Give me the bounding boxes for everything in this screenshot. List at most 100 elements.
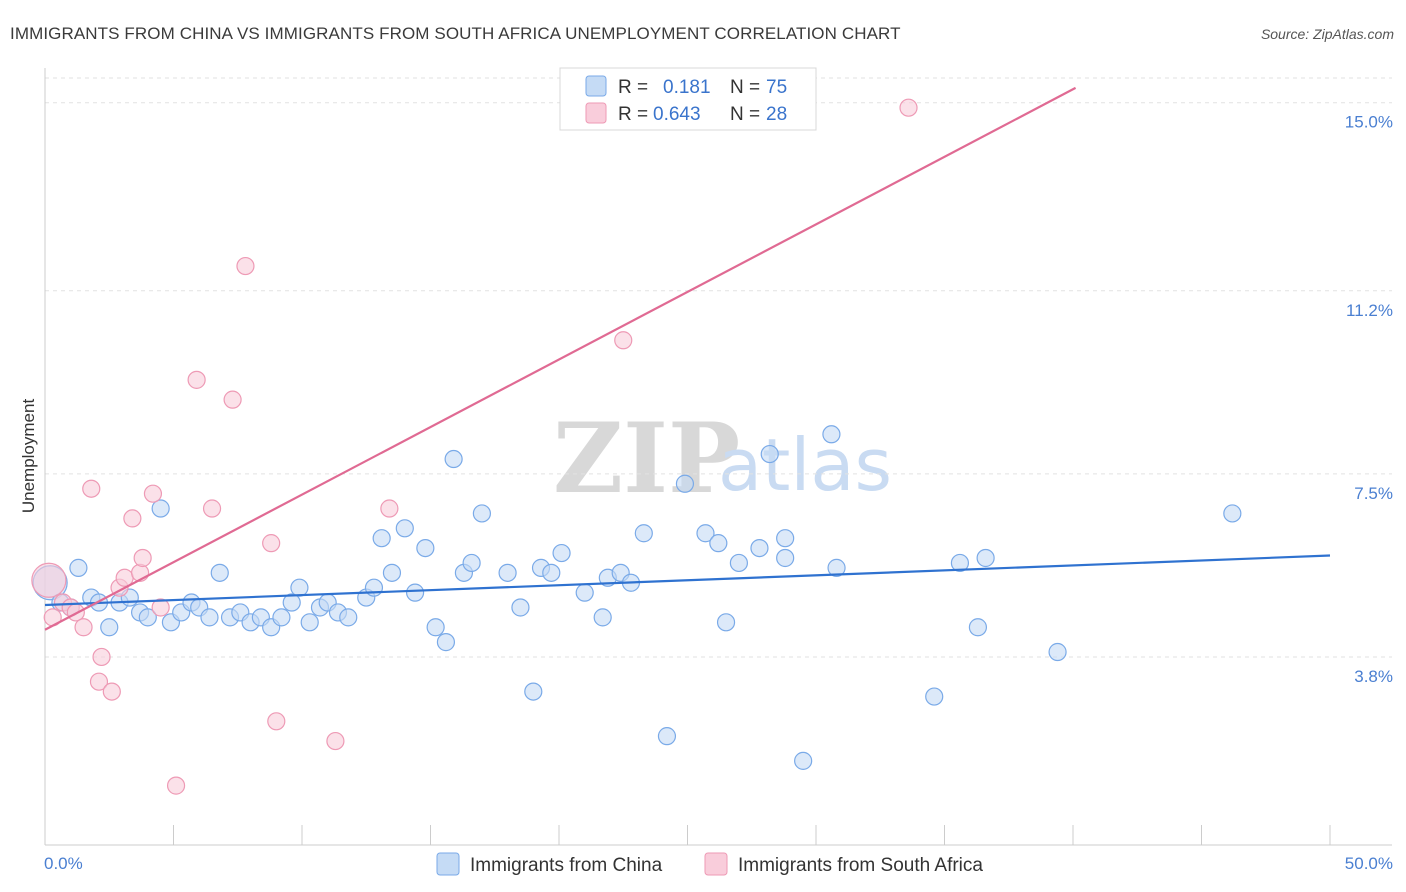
south-africa-point-13 xyxy=(133,548,152,568)
china-point-73 xyxy=(1048,642,1067,662)
south-africa-point-4 xyxy=(74,618,93,637)
watermark-zip: ZIP xyxy=(553,402,740,515)
china-trend-line xyxy=(44,554,1331,607)
south-africa-point-19 xyxy=(223,390,242,409)
legend-r-label-south-africa: R = xyxy=(618,104,648,125)
china-point-55 xyxy=(634,524,653,543)
chart-source: Source: ZipAtlas.com xyxy=(1261,26,1394,42)
china-point-11 xyxy=(151,499,170,518)
series-legend: Immigrants from China Immigrants from So… xyxy=(436,852,983,876)
y-tick-label-1: 11.2% xyxy=(1346,301,1393,320)
y-tick-label-2: 7.5% xyxy=(1354,484,1393,503)
legend-n-value-china: 75 xyxy=(766,77,787,98)
china-point-40 xyxy=(444,449,463,469)
gridlines xyxy=(45,77,1392,658)
china-point-62 xyxy=(750,538,769,558)
legend-r-value-south-africa: 0.643 xyxy=(653,104,701,125)
south-africa-point-18 xyxy=(202,499,222,518)
axes xyxy=(44,68,1392,846)
legend-n-label-china: N = xyxy=(730,77,760,98)
bottom-legend-label-china: Immigrants from China xyxy=(470,855,663,876)
china-point-46 xyxy=(524,682,543,701)
south-africa-point-7 xyxy=(89,672,109,691)
china-point-33 xyxy=(372,529,391,548)
china-point-37 xyxy=(416,538,435,558)
south-africa-point-26 xyxy=(899,98,918,117)
south-africa-point-17 xyxy=(187,370,206,389)
y-tick-label-3: 3.8% xyxy=(1354,667,1393,686)
stats-legend: R = 0.181 N = 75 R = 0.643 N = 28 xyxy=(559,67,817,131)
y-tick-label-0: 15.0% xyxy=(1345,113,1393,132)
china-point-49 xyxy=(552,543,571,563)
china-point-39 xyxy=(436,633,456,652)
china-point-35 xyxy=(395,519,414,538)
china-point-24 xyxy=(282,593,301,612)
china-point-50 xyxy=(575,583,594,602)
legend-n-value-south-africa: 28 xyxy=(766,104,787,125)
bottom-legend-swatch-china xyxy=(436,852,460,876)
china-point-67 xyxy=(822,425,841,444)
legend-n-label-south-africa: N = xyxy=(730,104,760,125)
south-africa-point-5 xyxy=(82,479,101,498)
china-point-56 xyxy=(657,727,677,746)
china-point-69 xyxy=(925,687,944,706)
china-point-38 xyxy=(426,618,445,637)
south-africa-point-22 xyxy=(267,712,286,731)
south-africa-point-25 xyxy=(614,331,633,350)
china-point-30 xyxy=(339,608,358,627)
legend-swatch-south-africa xyxy=(585,102,607,124)
china-point-43 xyxy=(472,504,491,523)
china-point-63 xyxy=(760,444,779,464)
china-point-51 xyxy=(593,608,612,627)
china-point-42 xyxy=(462,553,481,573)
china-point-61 xyxy=(729,553,749,573)
china-point-64 xyxy=(776,529,795,548)
trend-lines xyxy=(44,86,1331,631)
south-africa-point-23 xyxy=(326,731,345,751)
china-point-60 xyxy=(716,613,736,632)
x-tick-label-min: 0.0% xyxy=(44,854,83,873)
south-africa-point-6 xyxy=(92,647,111,667)
china-point-57 xyxy=(675,474,695,493)
south-africa-point-11 xyxy=(123,509,142,528)
bottom-legend-label-south-africa: Immigrants from South Africa xyxy=(738,855,983,876)
china-point-34 xyxy=(382,563,402,582)
legend-r-value-china: 0.181 xyxy=(663,77,711,98)
bottom-legend-swatch-south-africa xyxy=(704,852,728,876)
china-point-6 xyxy=(100,618,119,637)
south-africa-point-21 xyxy=(262,534,281,553)
china-point-58 xyxy=(696,524,715,543)
x-tick-label-max: 50.0% xyxy=(1345,854,1393,873)
south-africa-point-24 xyxy=(380,499,399,518)
china-point-45 xyxy=(511,598,530,617)
south-africa-trend-line xyxy=(44,86,1077,631)
chart-title: IMMIGRANTS FROM CHINA VS IMMIGRANTS FROM… xyxy=(10,24,901,43)
watermark-atlas: atlas xyxy=(718,423,892,507)
china-point-44 xyxy=(498,563,517,582)
legend-r-label-china: R = xyxy=(618,77,648,98)
x-tick-labels: 0.0% 50.0% xyxy=(44,854,1393,873)
south-africa-point-8 xyxy=(102,682,121,701)
south-africa-point-16 xyxy=(166,776,186,795)
south-africa-point-15 xyxy=(151,598,170,617)
south-africa-point-14 xyxy=(143,484,163,503)
china-point-16 xyxy=(200,608,219,627)
y-axis-label: Unemployment xyxy=(19,399,38,514)
china-point-17 xyxy=(210,563,229,582)
china-point-66 xyxy=(794,751,813,770)
china-point-70 xyxy=(950,553,970,573)
china-point-36 xyxy=(405,583,425,602)
legend-swatch-china xyxy=(585,75,607,97)
china-point-74 xyxy=(1223,504,1242,523)
china-point-23 xyxy=(272,608,291,627)
south-africa-point-27 xyxy=(31,562,67,598)
south-africa-point-20 xyxy=(236,256,255,276)
china-point-26 xyxy=(300,613,319,632)
china-point-59 xyxy=(709,534,728,553)
china-point-48 xyxy=(542,563,561,582)
china-point-10 xyxy=(138,608,157,627)
china-point-25 xyxy=(290,578,309,597)
china-point-71 xyxy=(968,618,988,637)
china-point-3 xyxy=(69,558,88,577)
